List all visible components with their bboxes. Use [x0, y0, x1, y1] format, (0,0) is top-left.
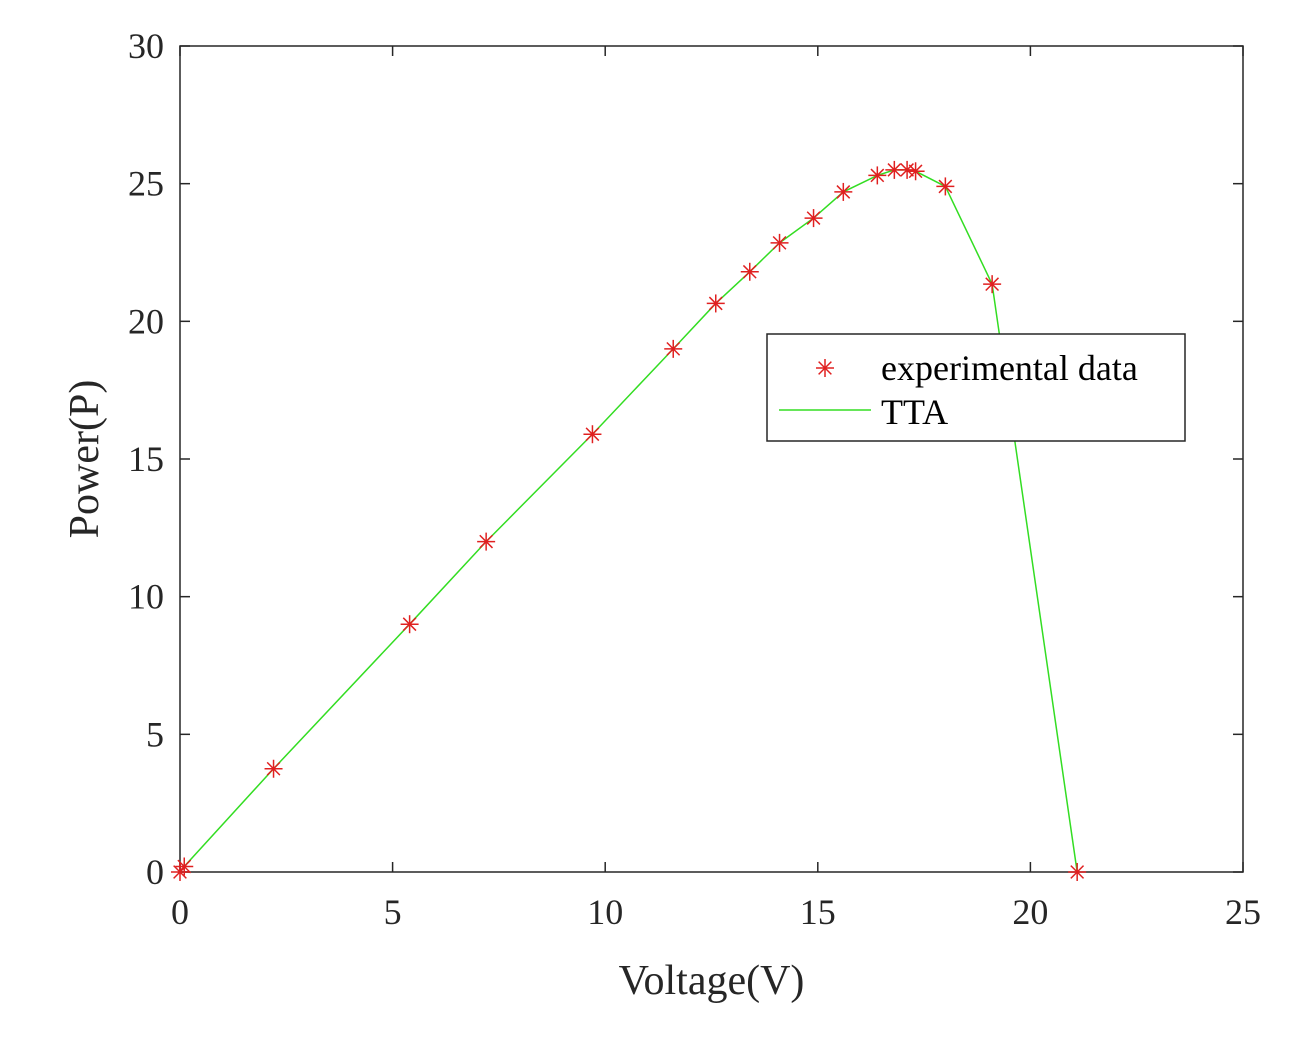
- marker-stroke: [742, 264, 757, 279]
- y-tick-label: 25: [128, 164, 164, 204]
- marker-stroke: [708, 296, 723, 311]
- marker-stroke: [177, 859, 192, 874]
- y-tick-label: 15: [128, 439, 164, 479]
- data-point: [740, 262, 759, 281]
- legend-label-experimental-data: experimental data: [881, 348, 1138, 388]
- marker-stroke: [908, 164, 923, 179]
- y-tick-label: 10: [128, 577, 164, 617]
- y-tick-label: 30: [128, 26, 164, 66]
- marker-stroke: [870, 168, 885, 183]
- x-tick-label: 25: [1225, 892, 1261, 932]
- data-point: [898, 160, 917, 179]
- x-tick-label: 10: [587, 892, 623, 932]
- legend-box: [766, 333, 1186, 442]
- data-point: [175, 857, 194, 876]
- data-point: [906, 162, 925, 181]
- x-tick-label: 5: [384, 892, 402, 932]
- marker-stroke: [666, 341, 681, 356]
- data-point: [1068, 863, 1087, 881]
- x-tick-label: 0: [171, 892, 189, 932]
- legend-asterisk: [816, 359, 834, 377]
- data-point: [804, 209, 823, 228]
- marker-stroke: [266, 761, 281, 776]
- data-point: [983, 275, 1002, 294]
- marker-stroke: [402, 617, 417, 632]
- legend: experimental data TTA: [766, 333, 1186, 442]
- data-point: [583, 425, 602, 444]
- y-axis-title: Power(P): [62, 380, 108, 539]
- data-point: [400, 615, 419, 634]
- x-tick-label: 15: [800, 892, 836, 932]
- data-point: [664, 339, 683, 358]
- data-point: [868, 166, 887, 185]
- y-tick-label: 5: [146, 714, 164, 754]
- x-axis-title: Voltage(V): [619, 958, 805, 1004]
- data-point: [706, 294, 725, 313]
- data-point: [885, 160, 904, 179]
- y-tick-label: 0: [146, 852, 164, 892]
- axes-box: [179, 45, 1244, 873]
- marker-stroke: [985, 277, 1000, 292]
- marker-stroke: [806, 211, 821, 225]
- legend-marker-asterisk: [816, 359, 834, 377]
- y-tick-label: 20: [128, 301, 164, 341]
- marker-stroke: [585, 427, 600, 442]
- plot-area: [179, 45, 1244, 873]
- data-point: [936, 177, 955, 196]
- experimental-data-series: [171, 160, 1087, 881]
- marker-stroke: [836, 185, 851, 199]
- data-point: [171, 863, 189, 881]
- marker-stroke: [1070, 865, 1085, 879]
- marker-stroke: [479, 534, 494, 549]
- marker-stroke: [818, 361, 832, 375]
- axis-ticks: 0 5 10 15 20 25 0 5 10 15 20 25 30: [128, 26, 1261, 932]
- data-point: [770, 233, 789, 252]
- x-tick-label: 20: [1012, 892, 1048, 932]
- marker-stroke: [887, 163, 902, 177]
- data-point: [834, 182, 853, 201]
- marker-stroke: [772, 235, 787, 250]
- data-point: [477, 532, 496, 551]
- data-point: [264, 759, 283, 778]
- legend-label-tta: TTA: [881, 392, 948, 432]
- marker-stroke: [900, 163, 914, 177]
- marker-stroke: [938, 179, 953, 194]
